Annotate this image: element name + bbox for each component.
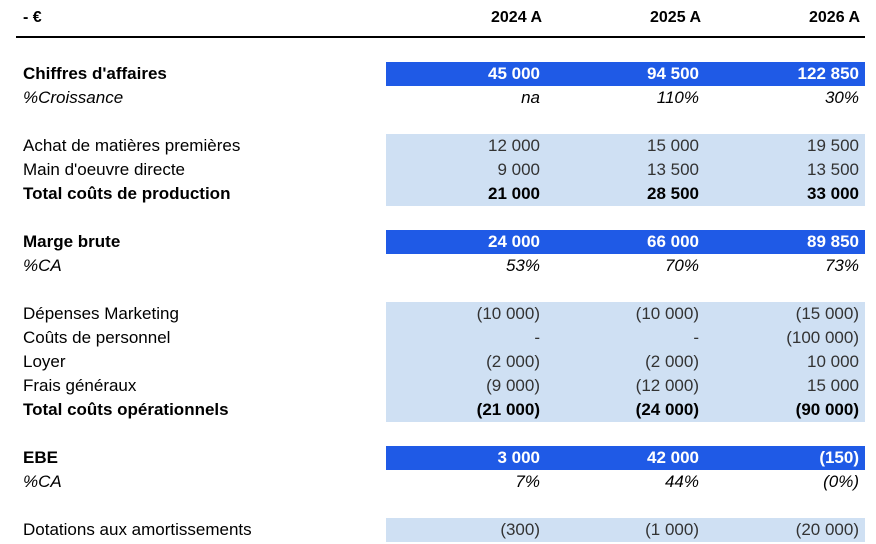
value-2025: (1 000) — [645, 520, 699, 539]
value-2026: 89 850 — [807, 232, 859, 251]
value-2025: 66 000 — [647, 232, 699, 251]
row-marge-brute: Marge brute 24 000 66 000 89 850 — [16, 230, 865, 254]
value-2024: 7% — [515, 472, 540, 491]
row-ebe: EBE 3 000 42 000 (150) — [16, 446, 865, 470]
row-label: %CA — [23, 256, 62, 275]
row-achat-matieres: Achat de matières premières 12 000 15 00… — [16, 134, 865, 158]
value-2025: 44% — [664, 472, 699, 491]
row-label: Loyer — [23, 352, 66, 371]
value-2025: 28 500 — [647, 184, 699, 203]
value-2026: (15 000) — [795, 304, 859, 323]
row-label: Total coûts de production — [23, 184, 231, 203]
row-dotations-amortissements: Dotations aux amortissements (300) (1 00… — [16, 518, 865, 542]
row-label: Dépenses Marketing — [23, 304, 179, 323]
value-2026: 13 500 — [807, 160, 859, 179]
value-2024: 3 000 — [497, 448, 540, 467]
row-label: Dotations aux amortissements — [23, 520, 252, 539]
row-label: Main d'oeuvre directe — [23, 160, 185, 179]
value-2026: 73% — [824, 256, 859, 275]
row-depenses-marketing: Dépenses Marketing (10 000) (10 000) (15… — [16, 302, 865, 326]
row-marge-pct: %CA 53% 70% 73% — [16, 254, 865, 278]
value-2024: na — [521, 88, 540, 107]
value-2025: 15 000 — [647, 136, 699, 155]
row-chiffres-affaires: Chiffres d'affaires 45 000 94 500 122 85… — [16, 62, 865, 86]
value-2025: (2 000) — [645, 352, 699, 371]
value-2025: (10 000) — [635, 304, 699, 323]
row-frais-generaux: Frais généraux (9 000) (12 000) 15 000 — [16, 374, 865, 398]
value-2025: - — [693, 328, 699, 347]
row-total-production: Total coûts de production 21 000 28 500 … — [16, 182, 865, 206]
row-label: %CA — [23, 472, 62, 491]
value-2025: 110% — [656, 88, 699, 107]
value-2026: 10 000 — [807, 352, 859, 371]
row-label: Chiffres d'affaires — [23, 64, 167, 83]
row-loyer: Loyer (2 000) (2 000) 10 000 — [16, 350, 865, 374]
row-label: Achat de matières premières — [23, 136, 241, 155]
row-ebe-pct: %CA 7% 44% (0%) — [16, 470, 865, 494]
value-2024: (300) — [500, 520, 540, 539]
value-2026: (0%) — [823, 472, 859, 491]
value-2024: (2 000) — [486, 352, 540, 371]
value-2025: 13 500 — [647, 160, 699, 179]
pnl-table: - € 2024 A 2025 A 2026 A Chiffres d'affa… — [16, 0, 865, 542]
row-label: %Croissance — [23, 88, 124, 107]
row-label: Frais généraux — [23, 376, 137, 395]
value-2025: 70% — [664, 256, 699, 275]
value-2026: 30% — [824, 88, 859, 107]
row-croissance: %Croissance na 110% 30% — [16, 86, 865, 110]
value-2024: 53% — [505, 256, 540, 275]
value-2024: 9 000 — [497, 160, 540, 179]
value-2024: (21 000) — [476, 400, 540, 419]
value-2026: 33 000 — [807, 184, 859, 203]
row-total-operationnels: Total coûts opérationnels (21 000) (24 0… — [16, 398, 865, 422]
row-label: Coûts de personnel — [23, 328, 171, 347]
value-2026: (20 000) — [795, 520, 859, 539]
row-label: Total coûts opérationnels — [23, 400, 229, 419]
value-2025: 94 500 — [647, 64, 699, 83]
value-2024: 21 000 — [488, 184, 540, 203]
value-2026: (90 000) — [795, 400, 859, 419]
year-2024-header: 2024 A — [491, 9, 542, 26]
value-2025: 42 000 — [647, 448, 699, 467]
value-2026: (100 000) — [786, 328, 859, 347]
unit-label: - € — [23, 9, 42, 26]
year-2026-header: 2026 A — [809, 9, 860, 26]
value-2026: (150) — [819, 448, 859, 467]
value-2024: (10 000) — [476, 304, 540, 323]
year-2025-header: 2025 A — [650, 9, 701, 26]
value-2024: 45 000 — [488, 64, 540, 83]
row-main-oeuvre: Main d'oeuvre directe 9 000 13 500 13 50… — [16, 158, 865, 182]
value-2024: 12 000 — [488, 136, 540, 155]
value-2025: (24 000) — [635, 400, 699, 419]
row-couts-personnel: Coûts de personnel - - (100 000) — [16, 326, 865, 350]
row-label: Marge brute — [23, 232, 121, 251]
value-2024: (9 000) — [486, 376, 540, 395]
value-2026: 15 000 — [807, 376, 859, 395]
table-header: - € 2024 A 2025 A 2026 A — [16, 0, 865, 38]
value-2025: (12 000) — [635, 376, 699, 395]
value-2026: 19 500 — [807, 136, 859, 155]
value-2026: 122 850 — [797, 64, 859, 83]
value-2024: - — [534, 328, 540, 347]
value-2024: 24 000 — [488, 232, 540, 251]
row-label: EBE — [23, 448, 58, 467]
